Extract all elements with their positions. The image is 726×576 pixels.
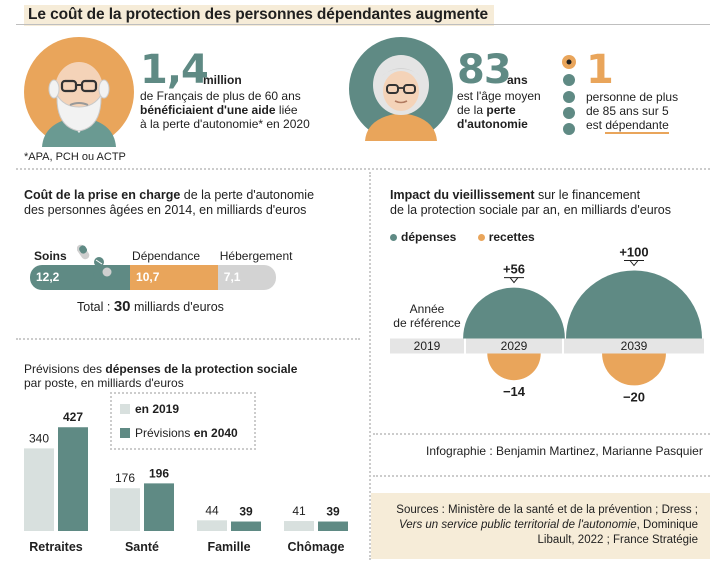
impact-ref-label: Année de référence [393,302,461,330]
previsions-value-label: 340 [29,431,49,445]
stat1-number: 1,4 [140,47,209,93]
top-rule [16,24,710,25]
impact-recettes-half [487,353,541,381]
stat2-number: 83 [457,47,512,93]
previsions-value-label: 39 [326,505,340,519]
impact-year-cell [390,338,464,354]
stat1-text: de Français de plus de 60 ans bénéficiai… [140,89,310,131]
impact-recettes-label: −20 [623,389,645,404]
previsions-value-label: 196 [149,466,169,480]
sources-box [371,493,710,559]
impact-depenses-pointer [624,260,644,267]
previsions-category-label: Santé [125,540,159,554]
legend-2019: en 2019 [120,402,179,416]
cost-bar-soins: 12,2 [30,265,131,290]
previsions-value-label: 427 [63,410,83,424]
stat3-text: personne de plus de 85 ans sur 5 est dép… [586,90,679,134]
previsions-value-label: 176 [115,471,135,485]
impact-depenses-label: +56 [503,262,525,277]
previsions-bar [144,483,174,531]
separator-right-1 [373,433,710,435]
previsions-value-label: 41 [292,504,306,518]
previsions-category-label: Retraites [29,540,83,554]
cost-bar-hébergement: 7,1 [217,265,276,290]
legend-depenses: dépenses [390,230,456,244]
stat1-unit: million [203,73,242,87]
impact-depenses-half [566,270,702,339]
cost-total: Total : 30 milliards d'euros [77,298,224,315]
impact-year-label: 2029 [501,339,528,353]
previsions-bar [110,488,140,531]
stat2-unit: ans [507,73,528,87]
impact-recettes-half [602,353,666,386]
stat1-footnote: *APA, PCH ou ACTP [24,151,126,163]
previsions-category-label: Chômage [288,540,345,554]
previsions-bar [284,521,314,531]
legend-2019-swatch [120,404,130,414]
pills-icon [77,244,112,279]
old-woman-illustration-icon [349,37,453,141]
page-title: Le coût de la protection des personnes d… [24,5,495,26]
previsions-value-label: 44 [205,503,219,517]
cost-bar-dépendance: 10,7 [130,265,218,290]
impact-legend: dépenses recettes [390,230,535,244]
legend-depenses-swatch [390,234,397,242]
impact-year-cell [466,338,562,354]
impact-depenses-half [463,287,565,339]
cost-category-hébergement: Hébergement [219,249,293,263]
previsions-heading: Prévisions des dépenses de la protection… [24,362,298,390]
cost-heading: Coût de la prise en charge de la perte d… [24,188,315,217]
separator-left [16,338,360,340]
impact-depenses-label: +100 [619,245,648,260]
previsions-bar [24,448,54,531]
cost-category-soins: Soins [34,249,67,263]
stat3-dots-icon [562,55,576,135]
previsions-legend: en 2019 Prévisions en 2040 [110,392,256,450]
impact-heading: Impact du vieillissement sur le financem… [390,188,672,217]
sources-text: Sources : Ministère de la santé et de la… [396,504,698,546]
credit: Infographie : Benjamin Martinez, Mariann… [426,444,703,458]
old-man-illustration-icon [24,37,134,147]
cost-category-dépendance: Dépendance [132,249,201,263]
separator-top [16,168,710,170]
impact-year-label: 2019 [414,339,441,353]
separator-middle [369,172,371,560]
previsions-category-label: Famille [207,540,250,554]
separator-right-2 [373,475,710,477]
legend-2040-swatch [120,428,130,438]
previsions-bar [318,521,348,531]
previsions-bar [58,427,88,531]
stat2-text: est l'âge moyen de la perte d'autonomie [457,89,541,131]
impact-year-cell [564,338,704,354]
previsions-value-label: 39 [239,505,253,519]
impact-recettes-label: −14 [503,384,526,399]
legend-recettes-swatch [477,234,485,242]
stat3-number: 1 [586,47,614,93]
impact-depenses-pointer [504,277,524,284]
impact-year-label: 2039 [621,339,648,353]
previsions-bar [231,521,261,531]
previsions-bar [197,520,227,531]
legend-recettes: recettes [477,230,535,244]
legend-2040: Prévisions en 2040 [120,426,238,440]
